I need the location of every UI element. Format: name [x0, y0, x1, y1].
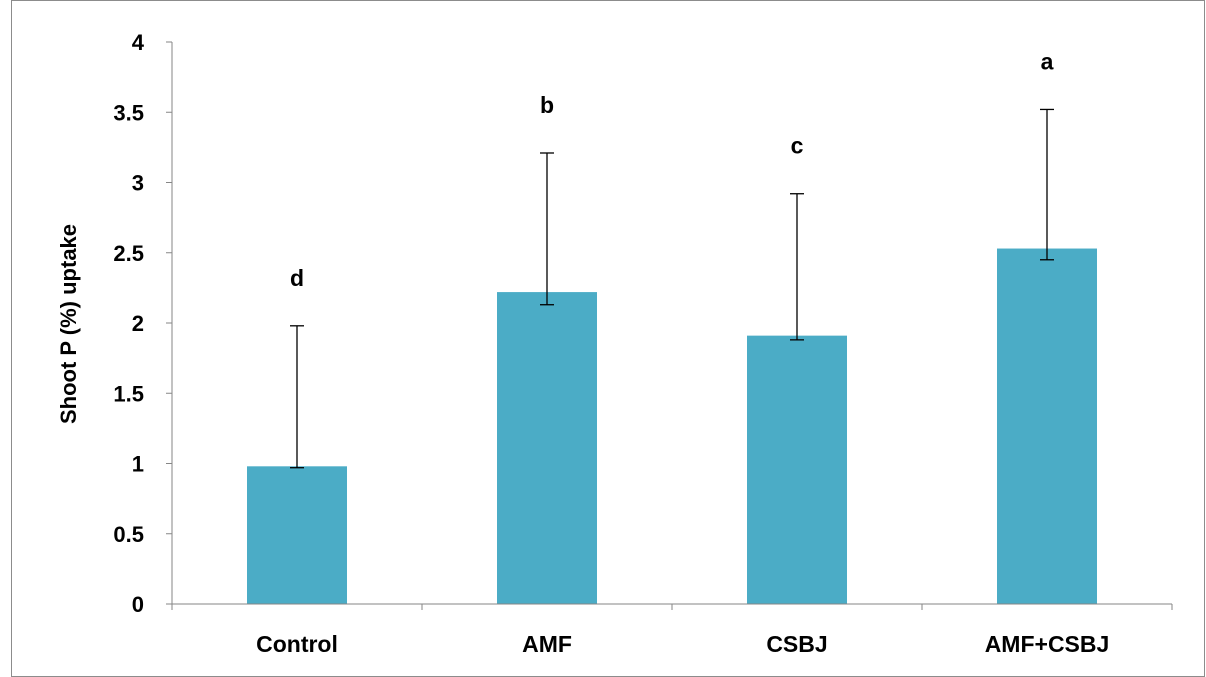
- bar-control: [247, 466, 347, 604]
- y-tick-label: 0.5: [113, 522, 144, 547]
- x-tick-label: AMF: [522, 631, 572, 657]
- significance-letter: a: [1041, 48, 1054, 74]
- bar-amf-csbj: [997, 248, 1097, 604]
- y-tick-label: 1: [132, 452, 144, 477]
- y-tick-label: 3: [132, 171, 144, 196]
- bar-csbj: [747, 335, 847, 604]
- y-axis-title: Shoot P (%) uptake: [56, 224, 81, 424]
- x-tick-label: CSBJ: [766, 631, 827, 657]
- y-tick-label: 1.5: [113, 381, 144, 406]
- y-tick-label: 2.5: [113, 241, 144, 266]
- labels-layer: d Control b AMF c CSBJ a AMF+CSBJ 0 0.5 1 1.5 2 2.5 3 3…: [113, 30, 1109, 657]
- axes-layer: [166, 41, 1173, 610]
- significance-letter: d: [290, 265, 304, 291]
- significance-letter: c: [791, 133, 804, 159]
- error-bars-layer: [290, 108, 1054, 469]
- y-tick-label: 2: [132, 311, 144, 336]
- bar-amf: [497, 292, 597, 604]
- x-tick-label: Control: [256, 631, 338, 657]
- y-tick-label: 3.5: [113, 100, 144, 125]
- bars-layer: [247, 248, 1097, 604]
- significance-letter: b: [540, 92, 554, 118]
- x-tick-label: AMF+CSBJ: [985, 631, 1110, 657]
- y-tick-label: 4: [132, 30, 145, 55]
- y-tick-label: 0: [132, 592, 144, 617]
